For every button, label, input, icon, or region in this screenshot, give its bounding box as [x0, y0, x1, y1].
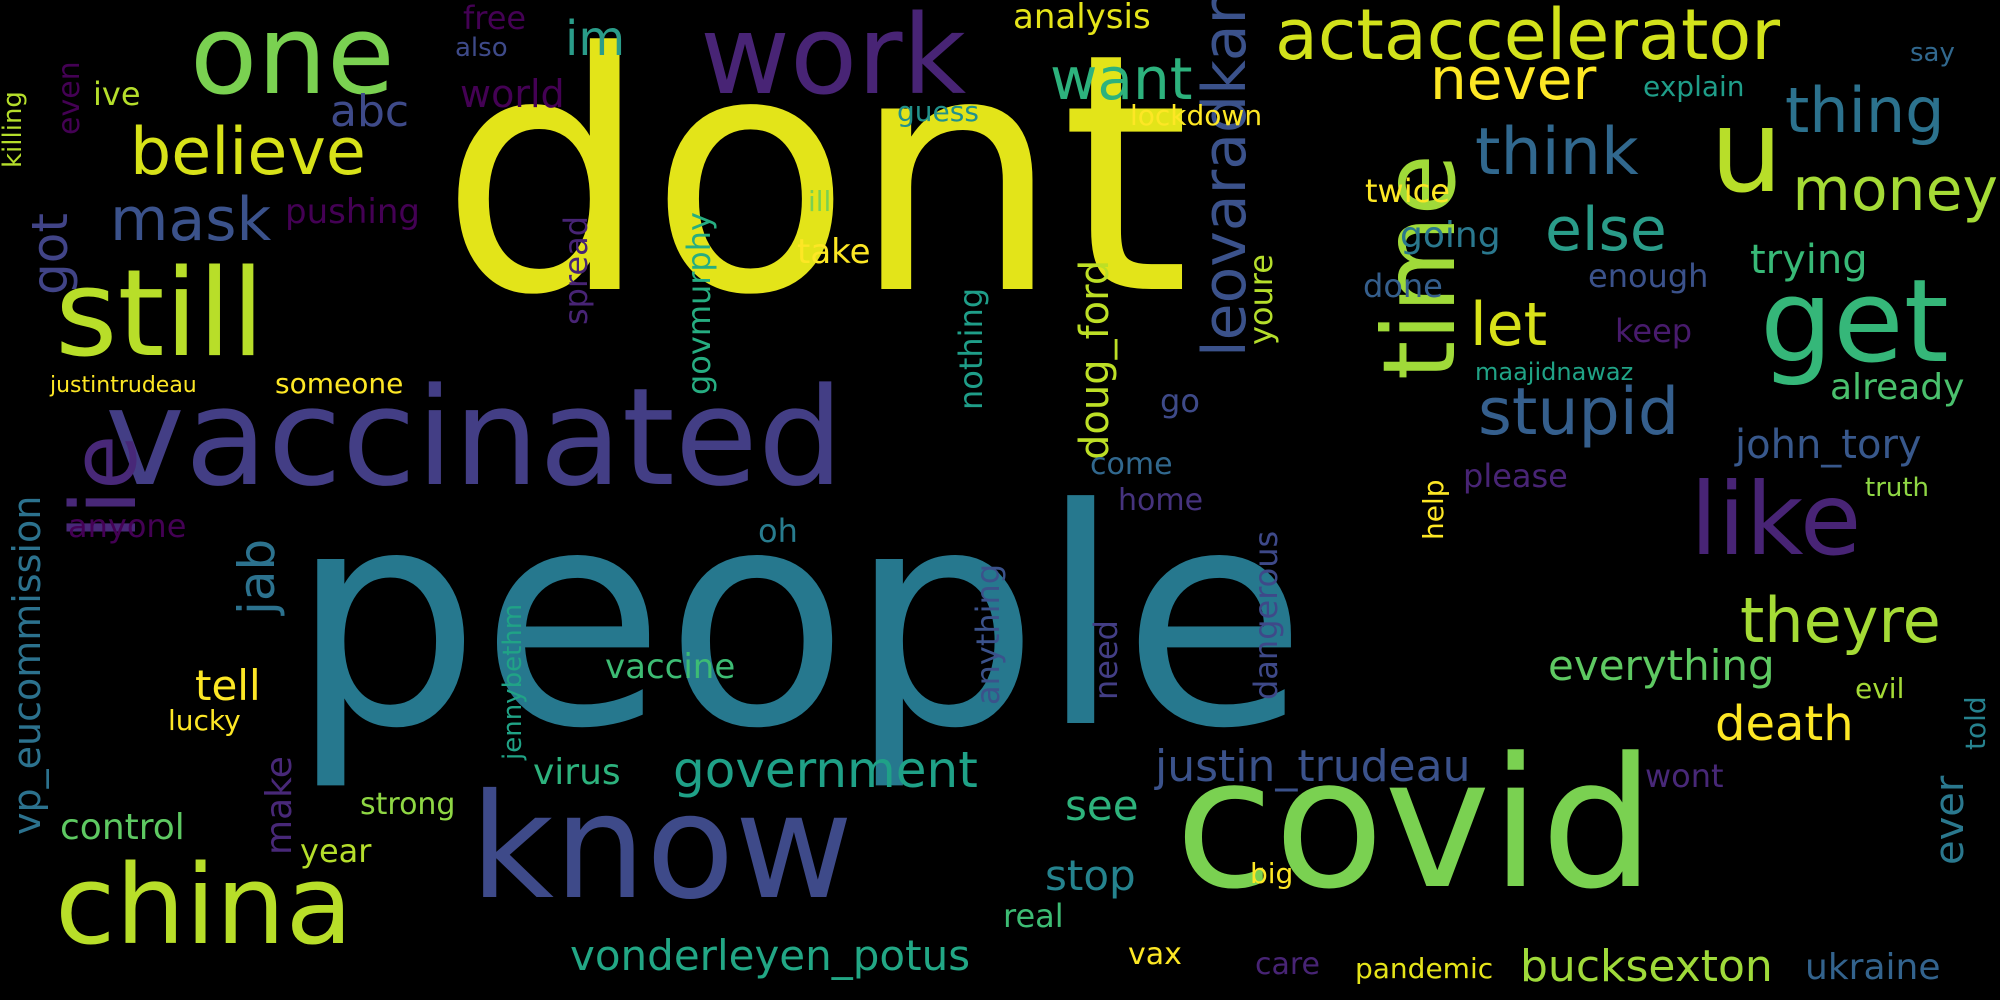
word-abc: abc: [330, 86, 410, 137]
word-go: go: [1160, 382, 1200, 420]
word-even: even: [52, 61, 87, 135]
word-someone: someone: [275, 367, 404, 400]
word-death: death: [1715, 696, 1854, 752]
word-truth: truth: [1865, 473, 1930, 503]
word-real: real: [1003, 897, 1064, 935]
word-twice: twice: [1365, 172, 1450, 210]
word-u: u: [1710, 85, 1783, 219]
word-youre: youre: [1242, 254, 1280, 345]
word-lucky: lucky: [168, 704, 241, 737]
word-already: already: [1830, 367, 1965, 408]
word-make: make: [259, 756, 300, 855]
word-thing: thing: [1785, 74, 1945, 147]
word-trying: trying: [1750, 237, 1868, 283]
word-nothing: nothing: [952, 287, 990, 410]
word-year: year: [300, 832, 372, 870]
word-see: see: [1065, 781, 1139, 830]
word-pushing: pushing: [285, 192, 420, 232]
word-people: people: [290, 445, 1307, 794]
word-dangerous: dangerous: [1247, 530, 1285, 700]
word-need: need: [1087, 620, 1125, 700]
word-strong: strong: [360, 787, 456, 822]
word-vaccine: vaccine: [605, 647, 736, 687]
word-ever: ever: [1927, 775, 1973, 865]
word-justin-trudeau: justin_trudeau: [1155, 741, 1471, 792]
word-tell: tell: [195, 661, 261, 710]
word-jennybethm: jennybethm: [498, 603, 528, 760]
word-bucksexton: bucksexton: [1520, 941, 1773, 992]
word-im: im: [565, 11, 626, 67]
word-vonderleyen-potus: vonderleyen_potus: [570, 931, 971, 980]
word-big: big: [1250, 857, 1294, 890]
word-think: think: [1475, 115, 1639, 190]
word-else: else: [1545, 195, 1667, 265]
word-let: let: [1470, 290, 1548, 360]
word-still: still: [55, 245, 265, 384]
word-china: china: [55, 841, 353, 969]
word-know: know: [470, 763, 854, 932]
word-mask: mask: [110, 185, 272, 255]
word-evil: evil: [1855, 672, 1905, 705]
word-like: like: [1690, 461, 1862, 578]
word-stupid: stupid: [1478, 375, 1680, 450]
word-keep: keep: [1615, 312, 1693, 350]
word-oh: oh: [758, 512, 798, 550]
word-theyre: theyre: [1740, 584, 1941, 657]
word-covid: covid: [1175, 720, 1655, 929]
word-john-tory: john_tory: [1735, 422, 1922, 468]
word-government: government: [673, 741, 978, 799]
word-actaccelerator: actaccelerator: [1275, 0, 1781, 76]
word-ill: ill: [808, 185, 832, 218]
word-explain: explain: [1643, 70, 1745, 103]
word-vax: vax: [1128, 937, 1182, 972]
word-come: come: [1090, 447, 1173, 482]
word-home: home: [1118, 483, 1204, 518]
word-never: never: [1430, 45, 1597, 113]
word-told: told: [1959, 696, 1992, 750]
word-ive: ive: [93, 75, 141, 113]
word-guess: guess: [897, 95, 979, 128]
word-lockdown: lockdown: [1130, 99, 1263, 132]
word-got: got: [21, 213, 79, 295]
word-money: money: [1792, 155, 1998, 225]
word-help: help: [1417, 479, 1450, 540]
word-please: please: [1463, 457, 1568, 495]
word-spread: spread: [557, 215, 595, 325]
word-one: one: [190, 0, 395, 119]
word-going: going: [1400, 215, 1501, 256]
word-anything: anything: [969, 563, 1007, 705]
word-justintrudeau: justintrudeau: [50, 373, 197, 398]
word-ukraine: ukraine: [1805, 947, 1941, 988]
word-jab: jab: [228, 538, 286, 615]
word-free: free: [463, 0, 527, 37]
word-take: take: [797, 232, 871, 272]
word-virus: virus: [533, 752, 621, 793]
word-everything: everything: [1548, 641, 1775, 690]
word-maajidnawaz: maajidnawaz: [1475, 358, 1634, 386]
word-believe: believe: [130, 115, 366, 190]
word-say: say: [1910, 38, 1955, 68]
word-anyone: anyone: [68, 507, 187, 545]
word-want: want: [1050, 45, 1193, 113]
word-killing: killing: [0, 91, 28, 168]
word-work: work: [700, 0, 967, 119]
word-wont: wont: [1645, 757, 1724, 795]
word-dont: dont: [440, 0, 1190, 367]
word-control: control: [60, 807, 185, 848]
word-also: also: [455, 33, 508, 63]
word-vp-eucommission: vp_eucommission: [5, 495, 49, 835]
word-done: done: [1363, 267, 1443, 305]
word-analysis: analysis: [1013, 0, 1151, 37]
word-vaccinated: vaccinated: [105, 359, 844, 516]
word-care: care: [1255, 947, 1321, 982]
word-stop: stop: [1045, 851, 1136, 900]
word-pandemic: pandemic: [1355, 952, 1494, 985]
word-get: get: [1760, 255, 1949, 389]
word-doug-ford: doug_ford: [1072, 259, 1118, 460]
word-govmurphy: govmurphy: [680, 212, 718, 395]
word-enough: enough: [1588, 257, 1709, 295]
word-world: world: [460, 72, 565, 116]
